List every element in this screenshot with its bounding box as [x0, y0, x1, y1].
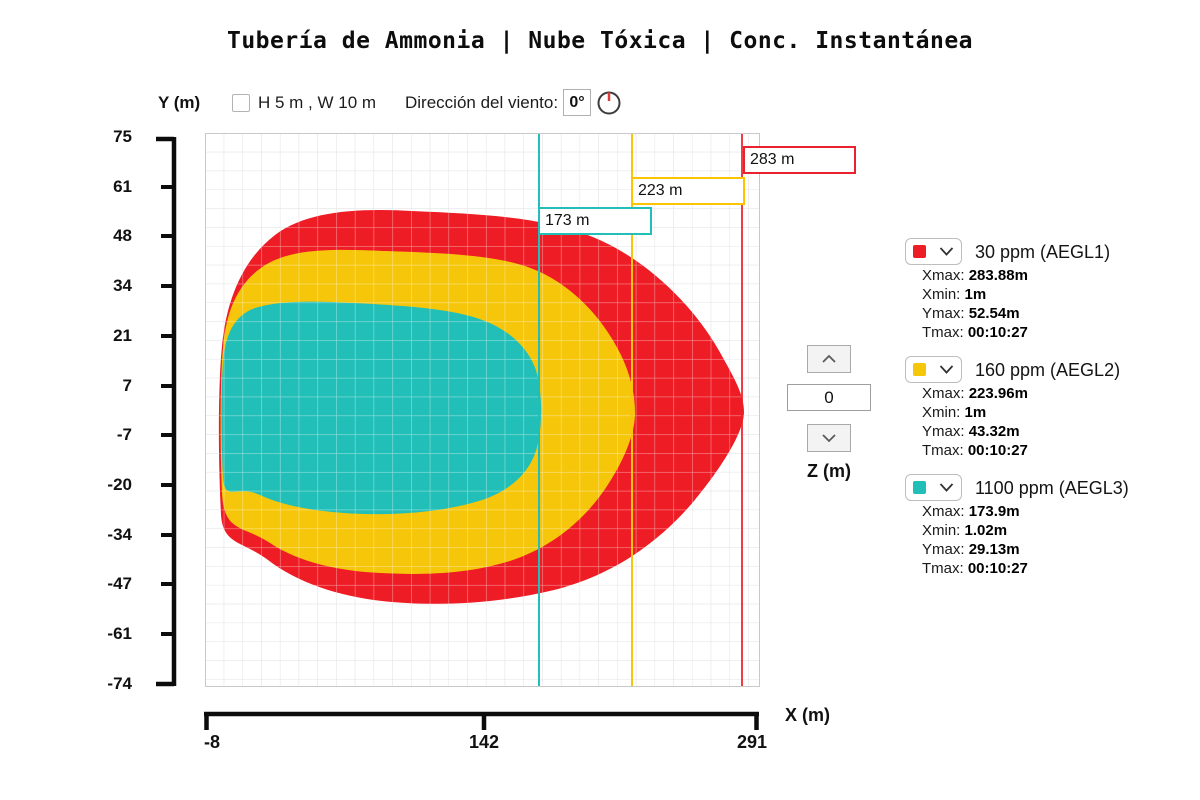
y-tick-label: 7 — [122, 376, 132, 395]
z-axis-title: Z (m) — [807, 461, 851, 481]
dispersion-plot — [205, 133, 760, 687]
y-axis-title: Y (m) — [158, 93, 201, 112]
size-checkbox-label: H 5 m , W 10 m — [258, 93, 377, 112]
y-tick-label: 48 — [113, 226, 132, 245]
swatch-aegl1 — [913, 245, 926, 258]
chevron-down-icon — [939, 483, 954, 492]
legend-header-aegl3: 1100 ppm (AEGL3) — [975, 478, 1129, 498]
legend-stats-aegl3: Xmax: 173.9m Xmin: 1.02m Ymax: 29.13m Tm… — [922, 503, 1028, 577]
distance-label-aegl3: 173 m — [538, 207, 652, 235]
y-tick-label: -74 — [107, 674, 132, 693]
legend-color-dropdown-aegl3[interactable] — [905, 474, 962, 501]
y-tick-label: -47 — [107, 574, 132, 593]
z-increment-button[interactable] — [807, 345, 851, 373]
y-tick-label: 34 — [113, 276, 132, 295]
swatch-aegl3 — [913, 481, 926, 494]
y-tick-label: -7 — [116, 425, 132, 444]
x-tick-label: 142 — [468, 732, 500, 752]
legend-header-aegl1: 30 ppm (AEGL1) — [975, 242, 1111, 262]
y-tick-label: 21 — [113, 326, 132, 345]
distance-label-aegl1: 283 m — [743, 146, 856, 174]
legend-stats-aegl1: Xmax: 283.88m Xmin: 1m Ymax: 52.54m Tmax… — [922, 267, 1028, 341]
size-checkbox[interactable] — [232, 94, 250, 112]
legend-color-dropdown-aegl1[interactable] — [905, 238, 962, 265]
x-tick-label: -8 — [203, 732, 220, 752]
y-tick-label: 61 — [113, 177, 132, 196]
wind-direction-label: Dirección del viento: — [405, 93, 559, 112]
x-axis-title: X (m) — [785, 705, 830, 725]
legend-header-aegl2: 160 ppm (AEGL2) — [975, 360, 1121, 380]
x-axis — [200, 708, 775, 739]
z-value-input[interactable]: 0 — [787, 384, 871, 411]
y-tick-label: -20 — [107, 475, 132, 494]
z-decrement-button[interactable] — [807, 424, 851, 452]
chevron-down-icon — [939, 247, 954, 256]
wind-compass-icon[interactable] — [596, 90, 622, 121]
swatch-aegl2 — [913, 363, 926, 376]
page-title: Tubería de Ammonia | Nube Tóxica | Conc.… — [226, 28, 974, 54]
legend-color-dropdown-aegl2[interactable] — [905, 356, 962, 383]
x-tick-label: 291 — [736, 732, 768, 752]
y-tick-label: -61 — [107, 624, 132, 643]
legend-stats-aegl2: Xmax: 223.96m Xmin: 1m Ymax: 43.32m Tmax… — [922, 385, 1028, 459]
y-tick-label: 75 — [113, 127, 132, 146]
y-tick-label: -34 — [107, 525, 132, 544]
y-axis — [150, 130, 184, 701]
wind-direction-input[interactable]: 0° — [563, 89, 591, 116]
chevron-down-icon — [939, 365, 954, 374]
distance-label-aegl2: 223 m — [631, 177, 745, 205]
